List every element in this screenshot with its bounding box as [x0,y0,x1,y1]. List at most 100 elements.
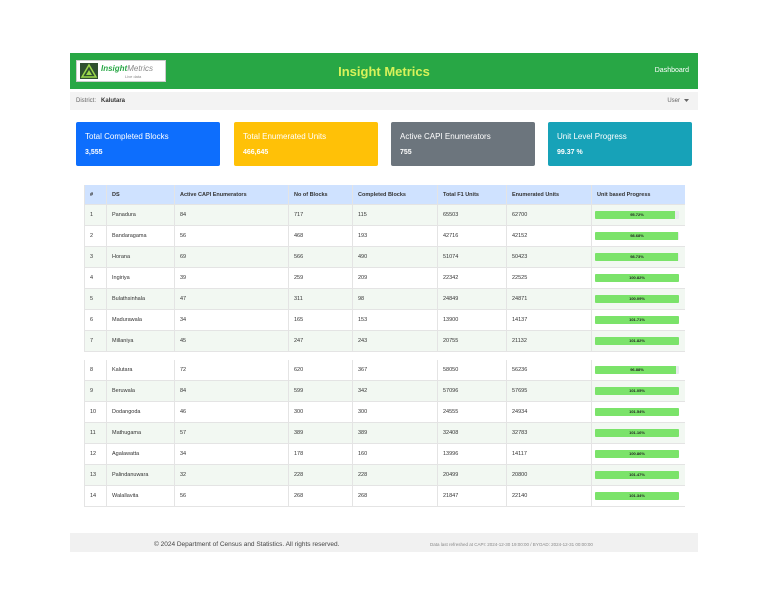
ds-name: Panadura [106,205,174,225]
table-cell: 7 [84,331,106,351]
table-row: 1 Panadura 84 717 115 65503 62700 95.72% [84,205,685,226]
column-header: Active CAPI Enumerators [174,185,288,204]
table-cell: 84 [174,381,288,401]
ds-name: Mathugama [106,423,174,443]
progress-cell: 98.73% [591,247,685,267]
table-cell: 34 [174,310,288,330]
progress-cell: 98.68% [591,226,685,246]
progress-fill [595,316,679,324]
progress-label: 100.09% [629,296,645,301]
table-cell: 243 [352,331,437,351]
table-cell: 20800 [506,465,591,485]
table-cell: 47 [174,289,288,309]
summary-card: Active CAPI Enumerators 755 [391,122,535,166]
table-row: 11 Mathugama 57 389 389 32408 32783 101.16% [84,423,685,444]
progress-label: 101.34% [629,493,645,498]
logo-tagline: Live data [125,74,142,79]
table-cell: 50423 [506,247,591,267]
table-cell: 21132 [506,331,591,351]
progress-label: 96.88% [630,367,644,372]
table-row: 3 Horana 69 566 490 51074 50423 98.73% [84,247,685,268]
progress-cell: 101.34% [591,486,685,506]
progress-cell: 101.54% [591,402,685,422]
progress-fill [595,471,679,479]
progress-cell: 96.88% [591,360,685,380]
progress-bar: 100.09% [595,295,679,303]
table-cell: 717 [288,205,352,225]
table-cell: 599 [288,381,352,401]
table-cell: 268 [288,486,352,506]
progress-fill [595,492,679,500]
progress-bar: 101.05% [595,387,679,395]
table-cell: 300 [288,402,352,422]
summary-card: Total Completed Blocks 3,555 [76,122,220,166]
ds-name: Madurawala [106,310,174,330]
progress-fill [595,232,678,240]
table-cell: 490 [352,247,437,267]
progress-label: 98.68% [630,233,644,238]
table-cell: 193 [352,226,437,246]
table-cell: 228 [352,465,437,485]
table-cell: 300 [352,402,437,422]
table-cell: 11 [84,423,106,443]
ds-name: Bandaragama [106,226,174,246]
table-row: 9 Beruwala 84 599 342 57096 57695 101.05% [84,381,685,402]
progress-cell: 95.72% [591,205,685,225]
table-row: 4 Ingiriya 39 259 209 22342 22525 100.82% [84,268,685,289]
table-cell: 24871 [506,289,591,309]
table-cell: 22342 [437,268,506,288]
progress-cell: 101.82% [591,331,685,351]
logo-brand-suffix: Metrics [127,64,153,73]
table-cell: 39 [174,268,288,288]
table-cell: 165 [288,310,352,330]
progress-label: 101.47% [629,472,645,477]
summary-card: Unit Level Progress 99.37 % [548,122,692,166]
table-row: 5 Bulathsinhala 47 311 98 24849 24871 100.09% [84,289,685,310]
ds-name: Ingiriya [106,268,174,288]
column-header: No of Blocks [288,185,352,204]
table-row: 6 Madurawala 34 165 153 13900 14137 101.71% [84,310,685,331]
card-title: Total Enumerated Units [243,132,327,141]
ds-name: Kalutara [106,360,174,380]
progress-label: 101.54% [629,409,645,414]
table-cell: 1 [84,205,106,225]
breadcrumb: District: Kalutara User [70,92,698,110]
table-cell: 24555 [437,402,506,422]
progress-label: 101.71% [629,317,645,322]
footer: © 2024 Department of Census and Statisti… [70,533,698,552]
column-header: Total F1 Units [437,185,506,204]
app-title: Insight Metrics [338,64,430,79]
logo[interactable]: InsightMetrics Live data [76,60,166,82]
card-value: 99.37 % [557,149,583,156]
table-cell: 566 [288,247,352,267]
table-cell: 311 [288,289,352,309]
table-cell: 13996 [437,444,506,464]
table-cell: 14137 [506,310,591,330]
table-cell: 178 [288,444,352,464]
card-title: Total Completed Blocks [85,132,169,141]
table-cell: 389 [352,423,437,443]
nav-link[interactable]: Dashboard [654,67,689,74]
table-cell: 13 [84,465,106,485]
ds-name: Horana [106,247,174,267]
summary-card: Total Enumerated Units 466,645 [234,122,378,166]
ds-name: Palindanuwara [106,465,174,485]
progress-bar: 101.54% [595,408,679,416]
table-cell: 620 [288,360,352,380]
table-cell: 367 [352,360,437,380]
ds-name: Agalawatta [106,444,174,464]
progress-bar: 101.34% [595,492,679,500]
copyright: © 2024 Department of Census and Statisti… [154,541,340,548]
progress-label: 100.86% [629,451,645,456]
ds-name: Beruwala [106,381,174,401]
table-cell: 160 [352,444,437,464]
table-cell: 72 [174,360,288,380]
table-cell: 45 [174,331,288,351]
card-title: Active CAPI Enumerators [400,132,491,141]
table-cell: 21847 [437,486,506,506]
card-title: Unit Level Progress [557,132,627,141]
table-cell: 3 [84,247,106,267]
user-menu[interactable]: User [667,98,680,104]
table-cell: 12 [84,444,106,464]
